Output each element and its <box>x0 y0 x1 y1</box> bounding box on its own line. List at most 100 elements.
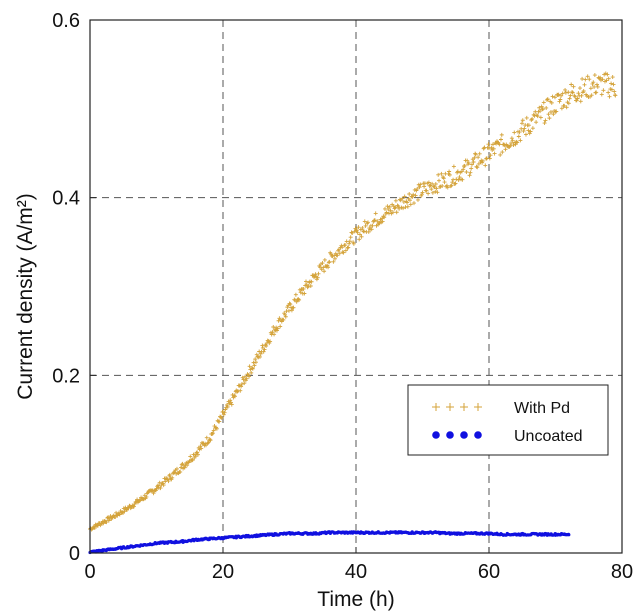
data-point-with-pd <box>448 184 453 189</box>
data-point-with-pd <box>609 81 614 86</box>
data-point-with-pd <box>281 317 286 322</box>
data-point-with-pd <box>466 160 471 165</box>
data-point-with-pd <box>405 204 410 209</box>
data-point-with-pd <box>552 95 557 100</box>
data-point-with-pd <box>166 479 171 484</box>
data-point-with-pd <box>229 402 234 407</box>
data-point-with-pd <box>439 171 444 176</box>
data-point-with-pd <box>585 74 590 79</box>
x-tick-label: 0 <box>84 561 95 583</box>
data-point-with-pd <box>105 515 110 520</box>
data-point-with-pd <box>390 210 395 215</box>
data-point-with-pd <box>326 260 331 265</box>
data-point-with-pd <box>369 227 374 232</box>
data-point-with-pd <box>537 105 542 110</box>
data-point-with-pd <box>360 225 365 230</box>
data-point-with-pd <box>490 142 495 147</box>
data-point-with-pd <box>522 126 527 131</box>
data-point-with-pd <box>548 109 553 114</box>
data-point-with-pd <box>442 180 447 185</box>
data-point-with-pd <box>198 444 203 449</box>
data-point-with-pd <box>357 237 362 242</box>
data-point-with-pd <box>260 343 265 348</box>
data-point-with-pd <box>591 80 596 85</box>
data-point-with-pd <box>515 140 520 145</box>
data-point-with-pd <box>410 194 415 199</box>
data-point-with-pd <box>397 206 402 211</box>
data-point-with-pd <box>104 520 109 525</box>
data-point-with-pd <box>161 483 166 488</box>
data-point-with-pd <box>588 86 593 91</box>
data-point-with-pd <box>114 510 119 515</box>
data-point-with-pd <box>528 129 533 134</box>
data-point-with-pd <box>274 328 279 333</box>
data-point-with-pd <box>433 189 438 194</box>
data-point-with-pd <box>249 366 254 371</box>
data-point-with-pd <box>450 180 455 185</box>
legend-box <box>407 384 609 456</box>
data-point-with-pd <box>480 158 485 163</box>
data-point-with-pd <box>92 526 97 531</box>
data-point-with-pd <box>551 112 556 117</box>
data-point-with-pd <box>461 167 466 172</box>
data-point-with-pd <box>453 181 458 186</box>
data-point-with-pd <box>455 169 460 174</box>
data-point-with-pd <box>563 87 568 92</box>
x-tick-label: 40 <box>345 561 367 583</box>
data-point-with-pd <box>465 158 470 163</box>
data-point-with-pd <box>541 100 546 105</box>
legend-marker-circle <box>460 431 468 439</box>
data-point-with-pd <box>210 432 215 437</box>
data-point-with-pd <box>567 96 572 101</box>
data-point-with-pd <box>415 197 420 202</box>
data-point-with-pd <box>240 375 245 380</box>
data-point-with-pd <box>272 327 277 332</box>
series-uncoated <box>88 530 571 555</box>
legend-marker-plus <box>474 403 482 411</box>
data-point-with-pd <box>245 372 250 377</box>
data-point-with-pd <box>397 197 402 202</box>
data-point-with-pd <box>354 228 358 233</box>
data-point-with-pd <box>415 186 420 191</box>
data-point-with-pd <box>407 198 412 203</box>
data-point-with-pd <box>272 332 277 337</box>
data-point-with-pd <box>606 90 611 95</box>
data-point-with-pd <box>612 89 617 94</box>
data-point-with-pd <box>487 146 491 151</box>
data-point-with-pd <box>179 462 184 467</box>
data-point-with-pd <box>350 230 355 235</box>
data-point-with-pd <box>492 151 497 156</box>
data-point-with-pd <box>571 84 576 89</box>
data-point-with-pd <box>434 186 439 191</box>
data-point-with-pd <box>560 91 565 96</box>
data-point-with-pd <box>582 82 587 87</box>
data-point-with-pd <box>243 374 248 379</box>
data-point-with-pd <box>332 256 337 261</box>
data-point-with-pd <box>530 126 535 131</box>
data-point-with-pd <box>326 265 331 270</box>
data-point-with-pd <box>573 94 578 99</box>
data-point-with-pd <box>264 343 269 348</box>
data-point-with-pd <box>538 115 543 120</box>
data-point-with-pd <box>228 398 233 403</box>
data-point-with-pd <box>206 440 211 445</box>
data-point-with-pd <box>413 193 418 198</box>
data-point-with-pd <box>219 415 224 420</box>
data-point-with-pd <box>261 349 266 354</box>
data-point-with-pd <box>335 253 340 258</box>
data-point-with-pd <box>370 223 375 228</box>
data-point-with-pd <box>167 472 172 477</box>
data-point-with-pd <box>576 91 581 96</box>
data-point-with-pd <box>131 504 136 509</box>
x-tick-label: 60 <box>478 561 500 583</box>
data-point-with-pd <box>382 215 387 220</box>
data-point-with-pd <box>268 339 273 344</box>
data-point-with-pd <box>500 150 505 155</box>
data-point-with-pd <box>483 163 488 168</box>
data-point-with-pd <box>394 210 399 215</box>
data-point-with-pd <box>262 347 267 352</box>
data-point-uncoated <box>567 533 571 537</box>
data-point-with-pd <box>543 118 548 123</box>
data-point-with-pd <box>471 159 476 164</box>
data-point-with-pd <box>331 259 336 264</box>
